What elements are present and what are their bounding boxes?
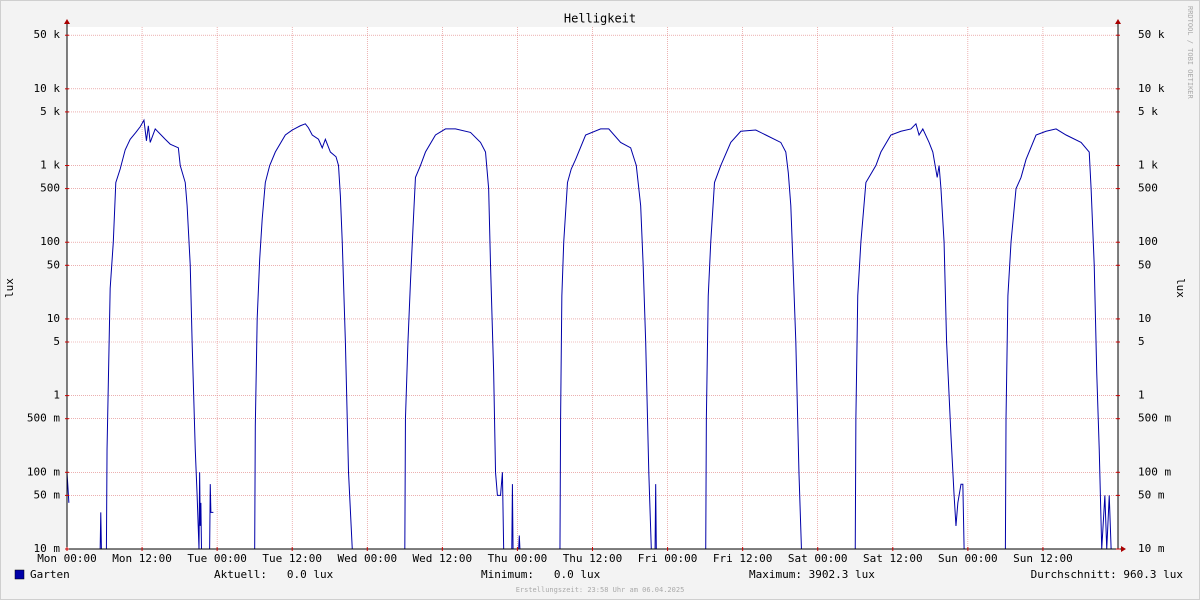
- y-tick-label: 5 k: [40, 105, 60, 118]
- y2-tick-label: 500 m: [1138, 412, 1171, 425]
- y2-tick-label: 5 k: [1138, 105, 1158, 118]
- x-tick-label: Tue 00:00: [187, 552, 247, 565]
- y2-tick-label: 1 k: [1138, 159, 1158, 172]
- x-tick-label: Sun 12:00: [1013, 552, 1073, 565]
- axis-arrow: [1121, 546, 1126, 552]
- x-tick-label: Thu 00:00: [488, 552, 548, 565]
- y-tick-label: 10 k: [34, 82, 61, 95]
- y2-tick-label: 100 m: [1138, 465, 1171, 478]
- x-tick-label: Fri 00:00: [638, 552, 698, 565]
- x-tick-label: Fri 12:00: [713, 552, 773, 565]
- y-tick-label: 100: [40, 235, 60, 248]
- x-tick-label: Wed 12:00: [413, 552, 473, 565]
- y2-tick-label: 1: [1138, 389, 1145, 402]
- axis-arrow: [1115, 19, 1121, 24]
- x-tick-label: Sat 00:00: [788, 552, 848, 565]
- stat: Aktuell: 0.0 lux: [214, 568, 334, 581]
- y-tick-label: 50: [47, 258, 60, 271]
- y2-tick-label: 50 k: [1138, 28, 1165, 41]
- y2-tick-label: 100: [1138, 235, 1158, 248]
- y-axis-label: lux: [3, 278, 16, 298]
- stat: Maximum: 3902.3 lux: [749, 568, 875, 581]
- watermark: RRDTOOL / TOBI OETIKER: [1186, 6, 1194, 100]
- grid: [66, 27, 1118, 550]
- y-tick-label: 50 m: [34, 488, 61, 501]
- y2-tick-label: 10 k: [1138, 82, 1165, 95]
- y-tick-label: 100 m: [27, 465, 60, 478]
- stat: Minimum: 0.0 lux: [481, 568, 601, 581]
- legend-swatch: [14, 569, 25, 580]
- x-tick-label: Wed 00:00: [337, 552, 397, 565]
- data-line: [66, 118, 1112, 550]
- legend-label: Garten: [30, 568, 70, 581]
- y-tick-label: 500 m: [27, 412, 60, 425]
- y2-tick-label: 10 m: [1138, 542, 1165, 555]
- y-tick-label: 10: [47, 312, 60, 325]
- x-tick-label: Mon 12:00: [112, 552, 172, 565]
- y2-tick-label: 5: [1138, 335, 1145, 348]
- y-tick-label: 1: [53, 389, 60, 402]
- footer: Erstellungszeit: 23:58 Uhr am 06.04.2025: [516, 586, 685, 594]
- chart-title: Helligkeit: [564, 12, 636, 26]
- y2-tick-label: 500: [1138, 182, 1158, 195]
- y2-tick-label: 50: [1138, 258, 1151, 271]
- marks: [66, 118, 1112, 550]
- y-tick-label: 10 m: [34, 542, 61, 555]
- stat: Durchschnitt: 960.3 lux: [1031, 568, 1184, 581]
- y-tick-label: 500: [40, 182, 60, 195]
- axis-arrow: [64, 19, 70, 24]
- y2-tick-label: 50 m: [1138, 488, 1165, 501]
- x-tick-label: Sun 00:00: [938, 552, 998, 565]
- x-tick-label: Sat 12:00: [863, 552, 923, 565]
- x-tick-label: Tue 12:00: [262, 552, 322, 565]
- y-tick-label: 5: [53, 335, 60, 348]
- y-tick-label: 1 k: [40, 159, 60, 172]
- y2-tick-label: 10: [1138, 312, 1151, 325]
- y-tick-label: 50 k: [34, 28, 61, 41]
- x-tick-label: Mon 00:00: [37, 552, 97, 565]
- x-tick-label: Thu 12:00: [563, 552, 623, 565]
- y2-axis-label: lux: [1174, 278, 1187, 298]
